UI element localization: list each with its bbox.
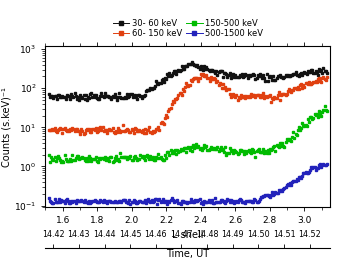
Legend: 30- 60 keV, 60- 150 keV, 150-500 keV, 500-1500 keV: 30- 60 keV, 60- 150 keV, 150-500 keV, 50… [112, 18, 264, 39]
X-axis label: L shell: L shell [172, 230, 204, 240]
X-axis label: Time, UT: Time, UT [166, 249, 209, 259]
Y-axis label: Counts (s.keV)⁻¹: Counts (s.keV)⁻¹ [1, 87, 11, 167]
